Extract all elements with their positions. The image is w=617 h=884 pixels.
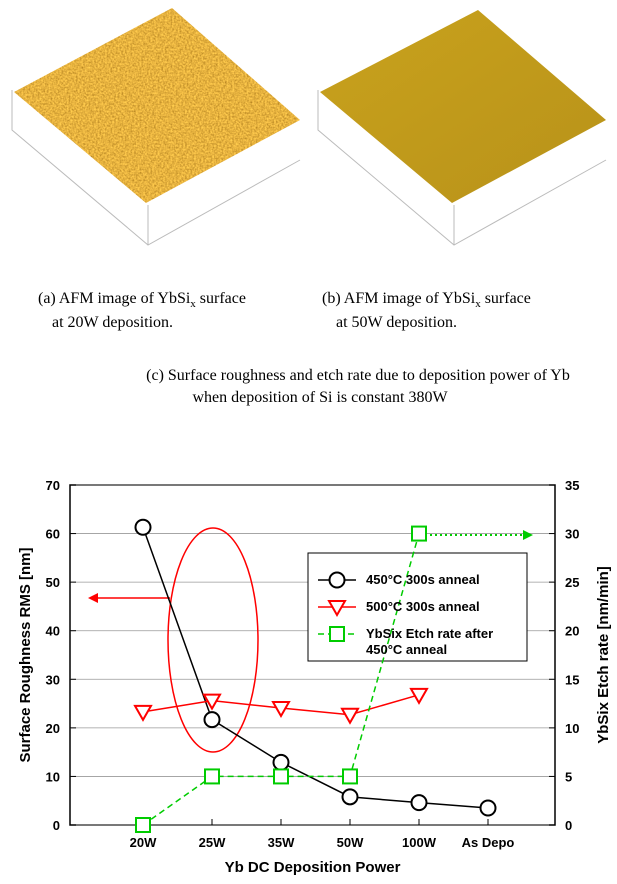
y2-tick-label: 5 [565,769,572,784]
data-point [412,527,426,541]
y2-tick-label: 35 [565,478,579,493]
caption-c: (c) Surface roughness and etch rate due … [146,367,570,384]
x-tick-label: 25W [199,835,226,850]
x-tick-label: 50W [337,835,364,850]
y2-tick-label: 25 [565,575,579,590]
y2-tick-label: 10 [565,721,579,736]
caption-a: (a) AFM image of YbSix surface [38,290,246,310]
legend-label: 450°C 300s anneal [366,572,498,588]
x-tick-label: As Depo [462,835,515,850]
x-tick-label: 35W [268,835,295,850]
y-tick-label: 60 [46,527,60,542]
arrowhead-right [523,530,533,540]
legend-label: YbSix Etch rate after 450°C anneal [366,626,498,658]
arrowhead-left [88,593,98,603]
caption-b-line2: at 50W deposition. [336,314,457,331]
caption-b: (b) AFM image of YbSix surface [322,290,531,310]
data-point [481,801,496,816]
data-point [274,769,288,783]
y-tick-label: 50 [46,575,60,590]
x-tick-label: 100W [402,835,437,850]
y-tick-label: 70 [46,478,60,493]
data-point [136,520,151,535]
page: {"captions": { "a": {"prefix": "(a) AFM … [0,0,617,884]
data-point [412,795,427,810]
y2-tick-label: 20 [565,624,579,639]
legend-marker [330,573,345,588]
y2-tick-label: 15 [565,672,579,687]
y2-axis-title: YbSix Etch rate [nm/min] [595,566,612,744]
y-tick-label: 30 [46,672,60,687]
afm-image-b [318,10,606,245]
data-point [274,755,289,770]
caption-a-line2: at 20W deposition. [52,314,173,331]
x-axis-title: Yb DC Deposition Power [225,859,401,876]
data-point [136,818,150,832]
y2-tick-label: 0 [565,818,572,833]
y-axis-title: Surface Roughness RMS [nm] [17,547,34,762]
data-point [342,709,358,723]
legend-marker [330,627,344,641]
data-point [205,769,219,783]
x-tick-label: 20W [130,835,157,850]
figure: (a) AFM image of YbSix surface at 20W de… [0,0,617,884]
data-point [205,712,220,727]
caption-c-line2: when deposition of Si is constant 380W [192,389,448,406]
y-tick-label: 20 [46,721,60,736]
y2-tick-label: 30 [565,527,579,542]
data-point [343,789,358,804]
legend-label: 500°C 300s anneal [366,599,498,615]
y-tick-label: 40 [46,624,60,639]
data-point [343,769,357,783]
y-tick-label: 10 [46,769,60,784]
chart: 0 10 20 30 40 50 60 70 0 5 10 15 20 25 30 35 20W 25W 35W 50… [17,478,612,876]
y-tick-label: 0 [53,818,60,833]
afm-image-a [12,8,300,245]
data-point [135,706,151,720]
